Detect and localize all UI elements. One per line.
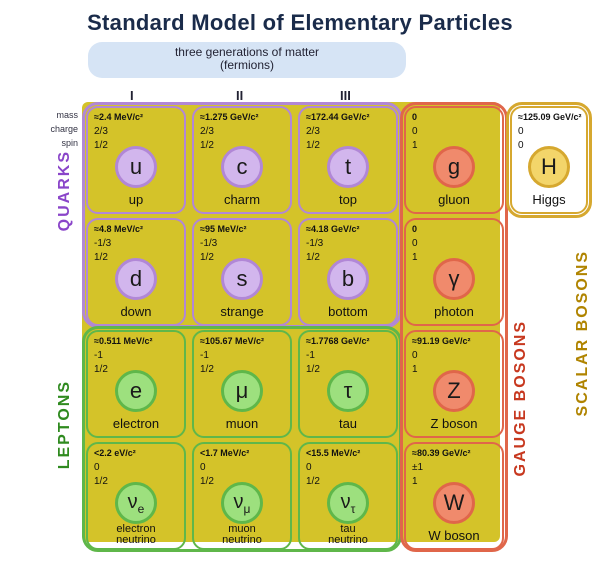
gauge-label: GAUGE BOSONS [512,320,530,476]
scalar-group-border [506,102,592,218]
generations-header: three generations of matter (fermions) [88,42,406,78]
leptons-label: LEPTONS [56,380,74,469]
scalar-label: SCALAR BOSONS [574,250,592,416]
leptons-group-border [82,326,402,552]
gen-line2: (fermions) [88,59,406,72]
page-title: Standard Model of Elementary Particles [0,0,600,36]
label-charge: charge [42,124,78,134]
quarks-group-border [82,102,402,328]
roman-2: II [236,88,243,103]
label-mass: mass [42,110,78,120]
label-spin: spin [42,138,78,148]
quarks-label: QUARKS [56,150,74,231]
gauge-group-border [400,102,508,552]
roman-3: III [340,88,351,103]
roman-1: I [130,88,134,103]
